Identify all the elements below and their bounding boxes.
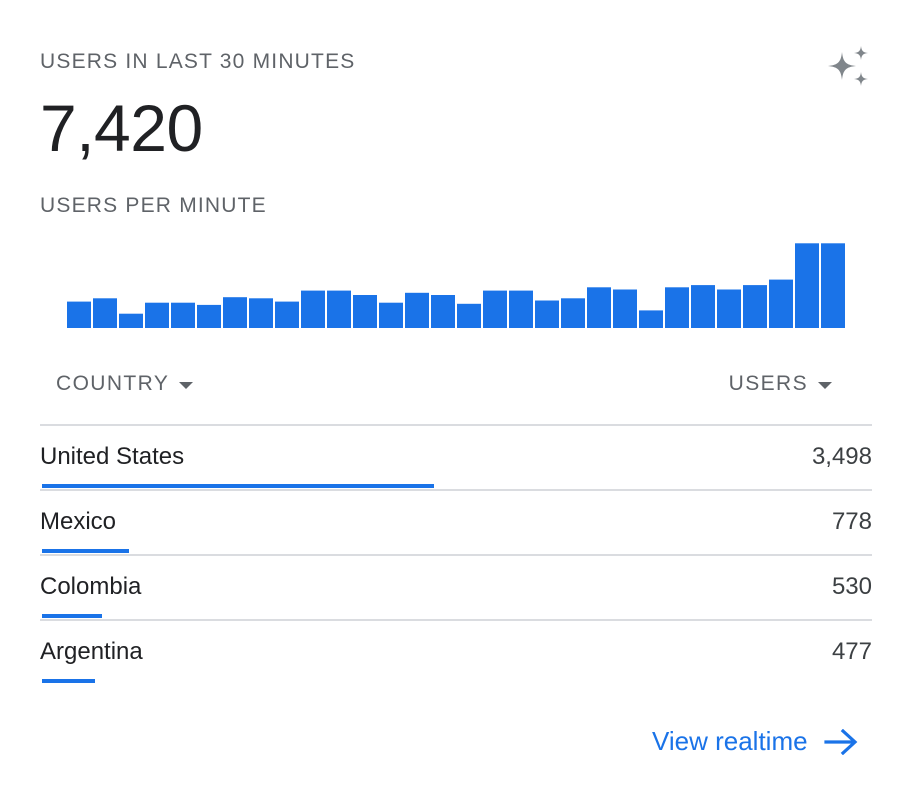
users-column-label: USERS	[728, 372, 808, 395]
country-name: United States	[40, 443, 185, 470]
chart-bar[interactable]	[431, 295, 455, 328]
chart-bar[interactable]	[171, 302, 195, 328]
table-header: COUNTRY USERS	[56, 372, 832, 402]
triangle-down-icon	[818, 381, 832, 389]
table-row[interactable]: United States 3,498	[40, 424, 872, 489]
chart-bar[interactable]	[561, 298, 585, 328]
chart-bar[interactable]	[457, 303, 481, 328]
chart-bar[interactable]	[691, 285, 715, 328]
view-realtime-link[interactable]: View realtime	[652, 726, 858, 757]
share-bar	[42, 549, 129, 553]
country-column-label: COUNTRY	[56, 372, 170, 395]
chart-bar[interactable]	[379, 302, 403, 328]
country-name: Argentina	[40, 638, 143, 665]
country-table: United States 3,498 Mexico 778 Colombia …	[40, 424, 872, 684]
table-row[interactable]: Colombia 530	[40, 554, 872, 619]
country-users: 3,498	[811, 443, 872, 470]
chart-bar[interactable]	[93, 298, 117, 328]
chart-bar[interactable]	[717, 289, 741, 329]
chart-bar[interactable]	[821, 243, 845, 328]
chart-bar[interactable]	[353, 295, 377, 328]
chart-bar[interactable]	[639, 310, 663, 328]
share-bar	[42, 679, 95, 683]
table-row[interactable]: Mexico 778	[40, 489, 872, 554]
chart-bar[interactable]	[67, 301, 91, 328]
view-realtime-label: View realtime	[652, 726, 808, 756]
card-title: USERS IN LAST 30 MINUTES	[40, 50, 356, 73]
chart-bar[interactable]	[795, 243, 819, 328]
share-bar	[42, 614, 102, 618]
chart-bar[interactable]	[665, 287, 689, 328]
chart-bar[interactable]	[509, 290, 533, 328]
share-bar	[42, 484, 434, 488]
arrow-right-icon	[823, 728, 857, 755]
chart-bar[interactable]	[743, 285, 767, 328]
chart-bar[interactable]	[119, 313, 143, 328]
chart-bar[interactable]	[197, 304, 221, 328]
country-name: Mexico	[40, 508, 117, 535]
country-name: Colombia	[40, 573, 142, 600]
chart-bar[interactable]	[327, 290, 351, 328]
chart-bar[interactable]	[769, 279, 793, 328]
country-users: 778	[831, 508, 872, 535]
chart-bar[interactable]	[275, 301, 299, 328]
country-users: 477	[831, 638, 872, 665]
sparkle-icon[interactable]	[824, 44, 872, 92]
total-users-value: 7,420	[40, 91, 203, 165]
chart-bar[interactable]	[613, 289, 637, 329]
chart-bar[interactable]	[405, 292, 429, 328]
chart-title: USERS PER MINUTE	[40, 194, 267, 217]
chart-bar[interactable]	[249, 298, 273, 328]
chart-bar[interactable]	[535, 300, 559, 329]
chart-bar[interactable]	[145, 302, 169, 328]
chart-bar[interactable]	[223, 297, 247, 328]
users-column-header[interactable]: USERS	[729, 372, 832, 396]
country-users: 530	[831, 573, 872, 600]
chart-bar[interactable]	[587, 287, 611, 328]
table-row[interactable]: Argentina 477	[40, 619, 872, 684]
chart-bar[interactable]	[483, 290, 507, 328]
users-per-minute-chart	[67, 243, 845, 329]
chart-bar[interactable]	[301, 290, 325, 328]
country-column-header[interactable]: COUNTRY	[56, 372, 194, 396]
triangle-down-icon	[179, 381, 194, 389]
